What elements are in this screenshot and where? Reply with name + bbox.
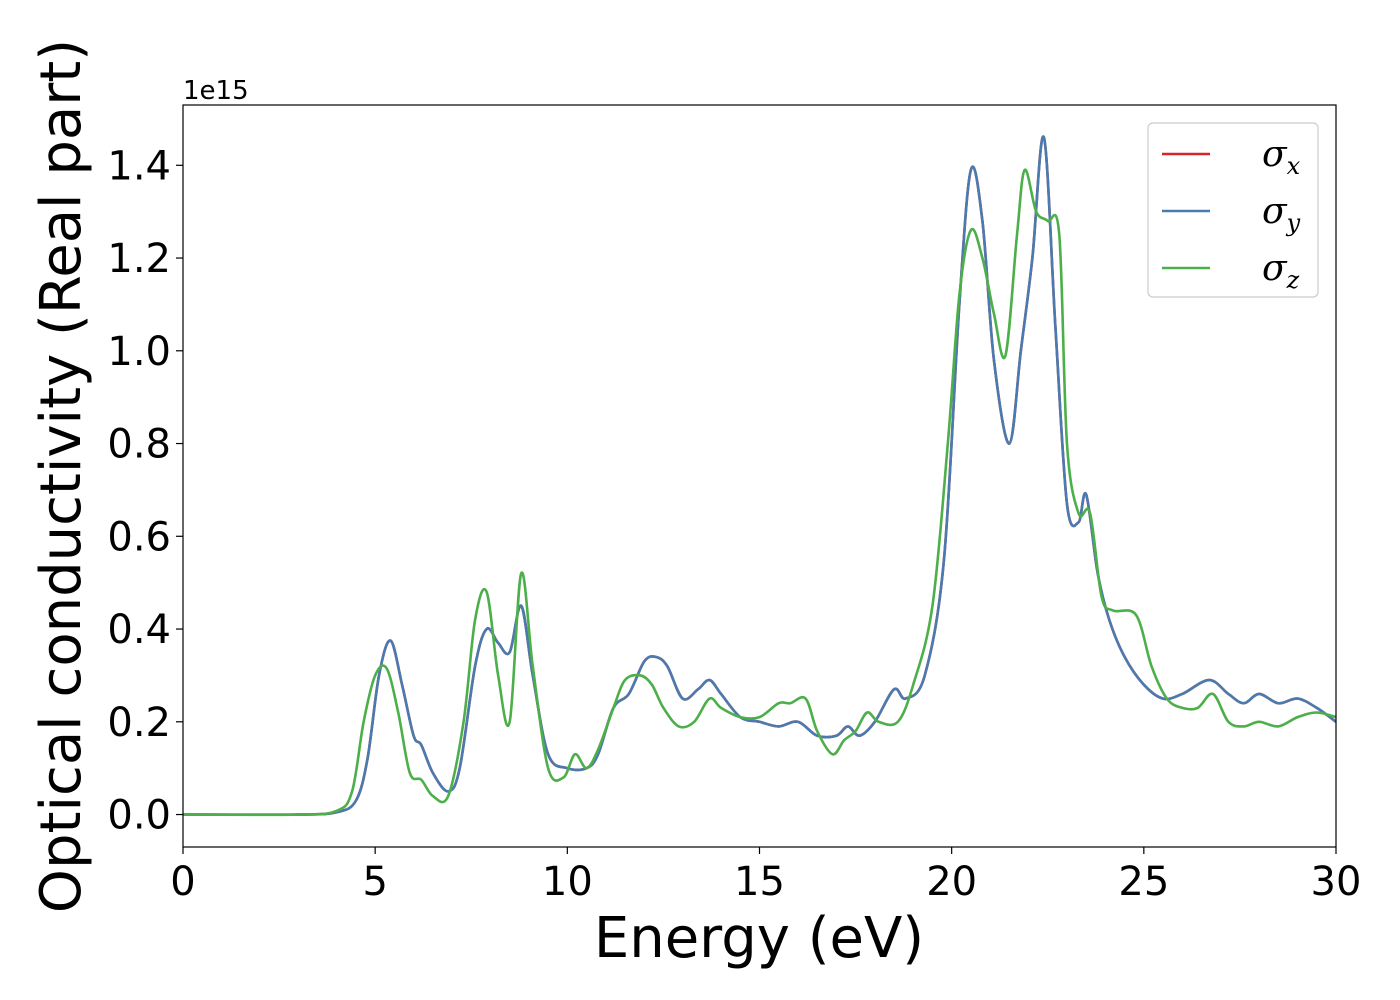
y-tick-label: 0.2 <box>107 700 171 746</box>
x-tick-label: 15 <box>734 859 785 905</box>
legend-symbol: σ <box>1262 134 1288 175</box>
legend-symbol: σ <box>1262 248 1288 289</box>
y-tick-label: 0.0 <box>107 793 171 839</box>
x-axis-ticks: 0 5 10 15 20 25 30 <box>170 847 1361 905</box>
y-offset-text: 1e15 <box>183 76 249 106</box>
y-tick-label: 1.0 <box>107 329 171 375</box>
y-tick-label: 1.4 <box>107 143 171 189</box>
series-layer <box>183 135 1336 817</box>
y-axis-title: Optical conductivity (Real part) <box>29 39 94 913</box>
x-axis-title: Energy (eV) <box>594 906 924 971</box>
legend-subscript: x <box>1287 152 1301 180</box>
legend-label: σz <box>1262 248 1300 294</box>
x-tick-label: 30 <box>1311 859 1362 905</box>
legend-label: σy <box>1262 191 1301 237</box>
legend-entry-sigma-x: σx <box>1162 134 1301 180</box>
y-tick-label: 1.2 <box>107 236 171 282</box>
series-sigma-z-line <box>183 168 1336 817</box>
y-tick-label: 0.6 <box>107 514 171 560</box>
y-axis-ticks: 0.0 0.2 0.4 0.6 0.8 1.0 1.2 1.4 <box>107 143 183 839</box>
x-tick-label: 25 <box>1118 859 1169 905</box>
x-tick-label: 20 <box>926 859 977 905</box>
legend-subscript: y <box>1286 209 1301 237</box>
legend-label: σx <box>1262 134 1301 180</box>
x-tick-label: 5 <box>362 859 387 905</box>
legend-subscript: z <box>1286 266 1300 294</box>
legend-box <box>1147 122 1319 298</box>
x-tick-label: 10 <box>542 859 593 905</box>
legend-entry-sigma-z: σz <box>1162 248 1300 294</box>
x-tick-label: 0 <box>170 859 195 905</box>
y-tick-label: 0.4 <box>107 607 171 653</box>
y-tick-label: 0.8 <box>107 422 171 468</box>
legend-entry-sigma-y: σy <box>1162 191 1301 237</box>
legend-symbol: σ <box>1262 191 1288 232</box>
